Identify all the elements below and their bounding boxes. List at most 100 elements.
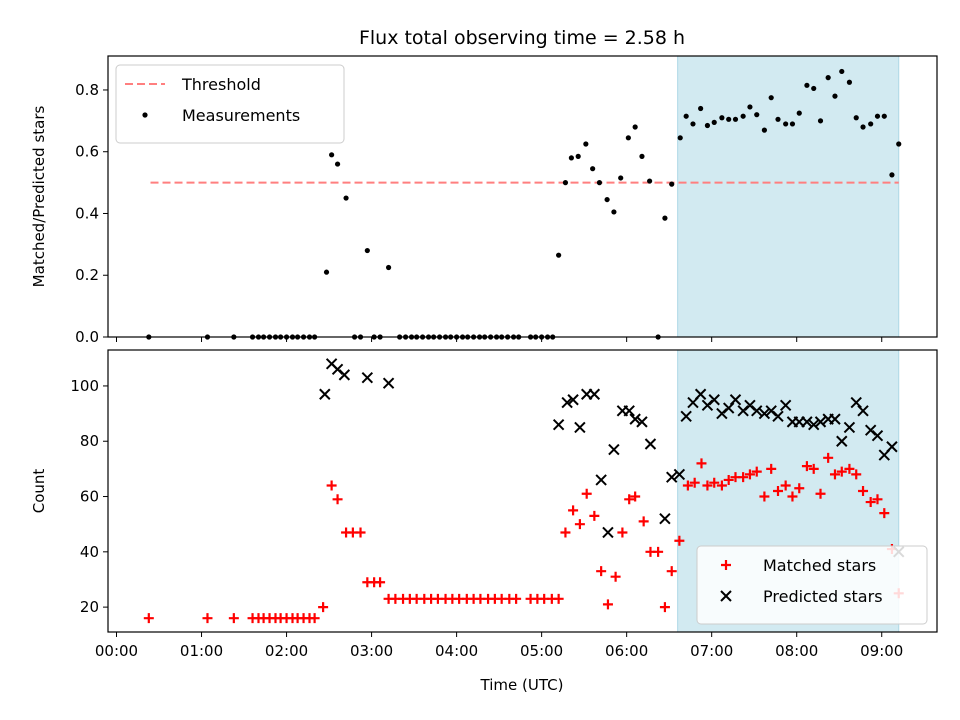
data-point xyxy=(874,113,881,119)
data-point xyxy=(629,413,641,425)
data-point xyxy=(143,613,154,624)
data-point xyxy=(611,209,617,215)
data-point xyxy=(583,141,589,147)
data-point xyxy=(355,527,366,538)
data-point xyxy=(617,527,628,538)
data-point xyxy=(602,526,614,539)
data-point xyxy=(561,396,573,409)
data-point xyxy=(832,93,838,99)
data-point xyxy=(871,429,884,442)
data-point xyxy=(647,178,653,184)
data-point xyxy=(639,153,645,159)
data-point xyxy=(682,480,693,491)
data-point xyxy=(839,68,845,75)
data-point xyxy=(338,369,351,381)
data-point xyxy=(758,407,771,420)
data-point xyxy=(375,577,386,588)
legend-box xyxy=(696,545,928,625)
data-point xyxy=(636,416,648,428)
y-tick-label: 0.6 xyxy=(75,143,99,161)
data-point xyxy=(796,110,802,116)
legend-label: Threshold xyxy=(181,75,261,94)
data-point xyxy=(836,466,847,477)
data-point xyxy=(581,488,592,499)
data-point xyxy=(879,508,890,519)
data-point xyxy=(659,512,671,525)
data-point xyxy=(552,418,565,431)
data-point xyxy=(677,135,683,141)
data-point xyxy=(768,95,774,101)
data-point xyxy=(780,480,791,491)
legend-label: Predicted stars xyxy=(763,587,883,606)
data-point xyxy=(719,115,725,121)
data-point xyxy=(574,519,585,530)
data-point xyxy=(666,566,677,577)
data-point xyxy=(698,105,704,112)
data-point xyxy=(361,371,374,384)
data-point xyxy=(644,438,657,450)
data-point xyxy=(829,469,840,480)
data-point xyxy=(702,480,713,491)
legend-swatch xyxy=(721,560,731,570)
data-point xyxy=(775,116,781,122)
data-point xyxy=(722,402,735,414)
data-point xyxy=(553,593,564,604)
legend: Matched stars Predicted stars xyxy=(696,545,928,625)
data-point xyxy=(789,121,796,127)
data-point xyxy=(202,613,213,624)
data-point xyxy=(659,602,670,613)
bottom-panel: 20 40 60 80 100 00:00 01:00 02:00 03:00 04:00 05:0… xyxy=(30,349,938,660)
data-point xyxy=(844,463,855,474)
data-point xyxy=(865,497,876,508)
data-point xyxy=(689,477,700,488)
legend-box xyxy=(115,64,345,144)
data-point xyxy=(630,491,641,502)
data-point xyxy=(596,566,607,577)
data-point xyxy=(732,116,739,122)
plot-frame xyxy=(107,55,938,338)
series-predicted-stars xyxy=(319,358,905,558)
data-point xyxy=(823,452,834,463)
x-tick-label: 03:00 xyxy=(350,642,393,660)
data-point xyxy=(590,166,596,172)
data-point xyxy=(589,510,600,521)
highlight-span xyxy=(677,55,900,338)
data-point xyxy=(801,416,813,428)
data-point xyxy=(783,121,789,127)
data-point xyxy=(673,468,686,481)
data-point xyxy=(851,469,862,480)
data-point xyxy=(680,410,692,423)
data-point xyxy=(364,247,370,254)
data-point xyxy=(595,474,607,486)
data-point xyxy=(704,122,711,129)
data-point xyxy=(772,410,784,423)
legend: Threshold Measurements xyxy=(115,64,345,144)
data-point xyxy=(690,121,696,127)
data-point xyxy=(567,394,579,406)
data-point xyxy=(323,269,330,275)
legend-label: Measurements xyxy=(182,106,300,125)
data-point xyxy=(716,480,727,491)
y-tick-label: 0.2 xyxy=(75,266,99,284)
data-point xyxy=(708,394,720,406)
data-point xyxy=(754,112,760,118)
data-point xyxy=(858,486,869,496)
data-point xyxy=(632,124,638,130)
data-point xyxy=(329,152,335,158)
y-tick-label: 0.8 xyxy=(75,81,99,99)
data-point xyxy=(751,405,763,417)
data-point xyxy=(815,488,826,499)
data-point xyxy=(604,196,610,203)
data-point xyxy=(653,546,664,557)
data-point xyxy=(662,215,668,221)
data-point xyxy=(761,127,767,133)
data-point xyxy=(228,613,239,624)
data-point xyxy=(857,405,869,417)
x-tick-label: 09:00 xyxy=(860,642,903,660)
data-point xyxy=(794,483,805,494)
x-tick-label: 08:00 xyxy=(775,642,818,660)
legend-swatch xyxy=(720,590,732,602)
data-point xyxy=(729,394,742,406)
y-axis-label: Count xyxy=(30,469,48,514)
y-tick-label: 80 xyxy=(80,432,99,450)
